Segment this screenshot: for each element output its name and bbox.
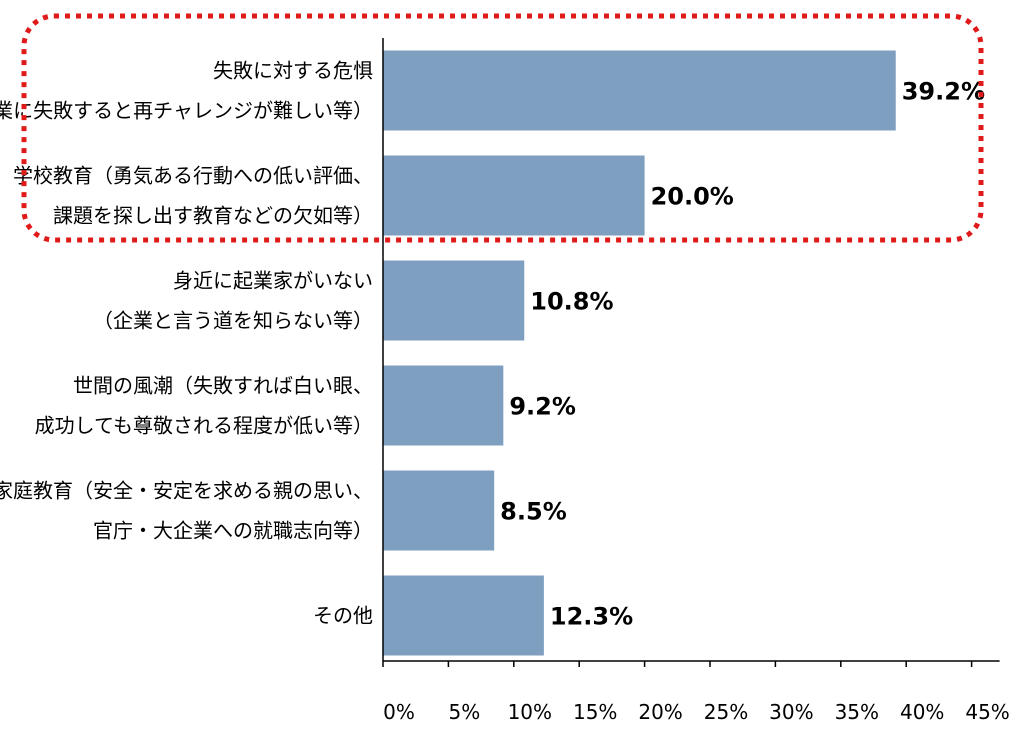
x-tick-label-0: 0%: [383, 700, 415, 724]
highlight-box: [21, 13, 984, 243]
bar-1: [383, 155, 645, 236]
bar-2: [383, 260, 525, 341]
x-tick-label-5: 25%: [704, 700, 748, 724]
bars-layer: [383, 50, 896, 656]
category-label-2-1: （企業と言う道を知らない等）: [93, 309, 373, 333]
category-label-3-0: 世間の風潮（失敗すれば白い眼、: [73, 374, 373, 398]
x-tick-label-3: 15%: [573, 700, 617, 724]
category-labels: 失敗に対する危惧 （企業に失敗すると再チャレンジが難しい等） 学校教育（勇気ある行動…: [0, 59, 373, 628]
category-label-5-0: その他: [313, 604, 373, 628]
value-label-1: 20.0%: [651, 183, 734, 211]
category-label-4-1: 官庁・大企業への就職志向等）: [93, 519, 373, 543]
value-label-3: 9.2%: [509, 393, 576, 421]
category-label-3-1: 成功しても尊敬される程度が低い等）: [35, 414, 373, 438]
bar-0: [383, 50, 896, 131]
x-tick-label-8: 40%: [900, 700, 944, 724]
bar-5: [383, 575, 544, 656]
x-tick-label-6: 30%: [769, 700, 813, 724]
value-labels: 39.2% 20.0% 10.8% 9.2% 8.5% 12.3%: [500, 78, 985, 631]
category-label-4-0: 家庭教育（安全・安定を求める親の思い、: [0, 479, 373, 503]
value-label-5: 12.3%: [550, 603, 633, 631]
x-tick-label-1: 5%: [449, 700, 481, 724]
x-tick-label-7: 35%: [835, 700, 879, 724]
x-tick-label-4: 20%: [638, 700, 682, 724]
highlight-layer: [21, 13, 984, 243]
category-label-1-0: 学校教育（勇気ある行動への低い評価、: [13, 164, 373, 188]
category-label-0-1: （企業に失敗すると再チャレンジが難しい等）: [0, 99, 373, 123]
category-label-1-1: 課題を探し出す教育などの欠如等）: [53, 204, 373, 228]
bar-3: [383, 365, 504, 446]
value-label-0: 39.2%: [902, 78, 985, 106]
category-label-0-0: 失敗に対する危惧: [213, 59, 373, 83]
x-tick-label-2: 10%: [508, 700, 552, 724]
x-axis: 0% 5% 10% 15% 20% 25% 30% 35% 40% 45%: [382, 38, 1010, 724]
x-tick-label-9: 45%: [965, 700, 1009, 724]
value-label-4: 8.5%: [500, 498, 567, 526]
bar-4: [383, 470, 495, 551]
value-label-2: 10.8%: [530, 288, 613, 316]
category-label-2-0: 身近に起業家がいない: [173, 269, 373, 293]
